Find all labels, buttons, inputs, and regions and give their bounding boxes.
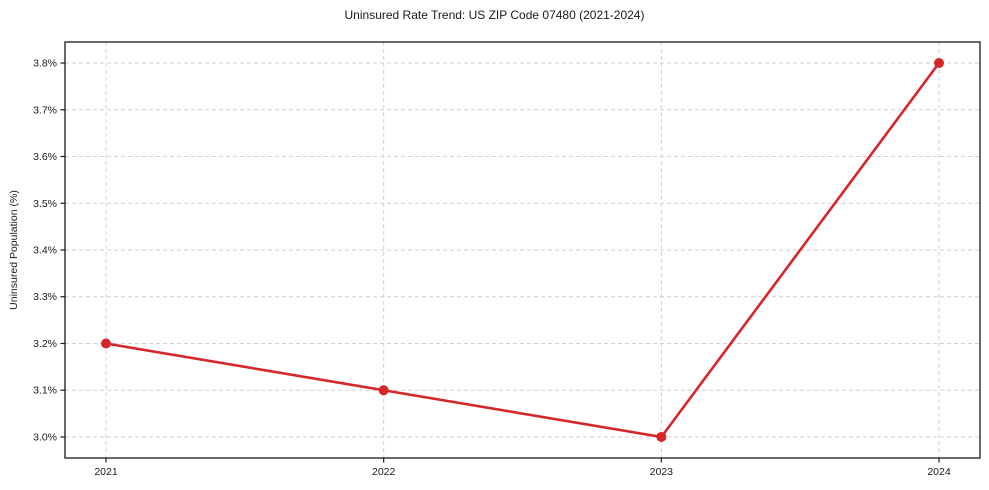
y-tick-label: 3.6% xyxy=(33,151,57,163)
y-tick-label: 3.7% xyxy=(33,104,57,116)
y-tick-label: 3.1% xyxy=(33,385,57,397)
x-tick-label: 2022 xyxy=(372,466,396,478)
y-axis-label: Uninsured Population (%) xyxy=(8,190,20,310)
y-tick-label: 3.3% xyxy=(33,291,57,303)
x-tick-label: 2024 xyxy=(927,466,951,478)
x-tick-label: 2023 xyxy=(650,466,674,478)
y-tick-label: 3.2% xyxy=(33,338,57,350)
data-point-marker xyxy=(656,431,667,442)
y-tick-label: 3.4% xyxy=(33,245,57,257)
chart-title: Uninsured Rate Trend: US ZIP Code 07480 … xyxy=(344,8,645,22)
data-point-marker xyxy=(934,58,944,69)
y-tick-label: 3.5% xyxy=(33,198,57,210)
x-tick-label: 2021 xyxy=(94,466,118,478)
trend-line xyxy=(104,61,941,439)
y-tick-label: 3.0% xyxy=(33,431,57,443)
y-tick-label: 3.8% xyxy=(33,58,57,70)
data-point-marker xyxy=(101,338,111,349)
data-point-marker xyxy=(378,385,389,396)
